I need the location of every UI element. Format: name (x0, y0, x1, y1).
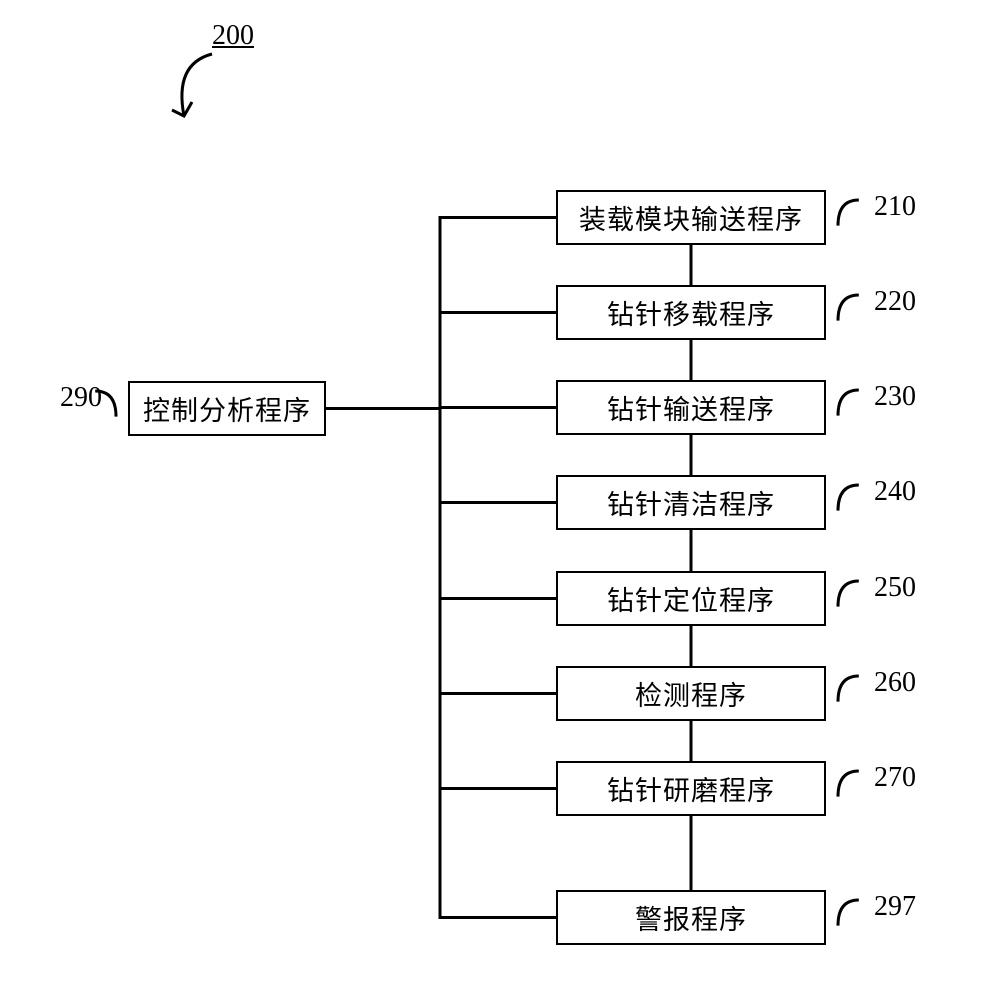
figure-ref-label: 200 (212, 20, 254, 52)
child-ref-label: 220 (874, 286, 916, 318)
child-ref-label: 297 (874, 891, 916, 923)
child-ref-label: 250 (874, 572, 916, 604)
child-node: 钻针研磨程序 (556, 761, 826, 816)
child-ref-label: 210 (874, 191, 916, 223)
child-node: 检测程序 (556, 666, 826, 721)
child-ref-label: 240 (874, 476, 916, 508)
child-node: 警报程序 (556, 890, 826, 945)
root-node: 控制分析程序 (128, 381, 326, 436)
child-ref-label: 230 (874, 381, 916, 413)
child-node: 钻针移载程序 (556, 285, 826, 340)
child-node: 装载模块输送程序 (556, 190, 826, 245)
child-node: 钻针清洁程序 (556, 475, 826, 530)
child-node: 钻针输送程序 (556, 380, 826, 435)
child-ref-label: 270 (874, 762, 916, 794)
connector-lines (0, 0, 1000, 995)
diagram-canvas: 200 控制分析程序 290 装载模块输送程序 210 钻针移载程序 220 钻针输送程… (0, 0, 1000, 995)
root-ref-label: 290 (60, 382, 102, 414)
child-node: 钻针定位程序 (556, 571, 826, 626)
child-ref-label: 260 (874, 667, 916, 699)
